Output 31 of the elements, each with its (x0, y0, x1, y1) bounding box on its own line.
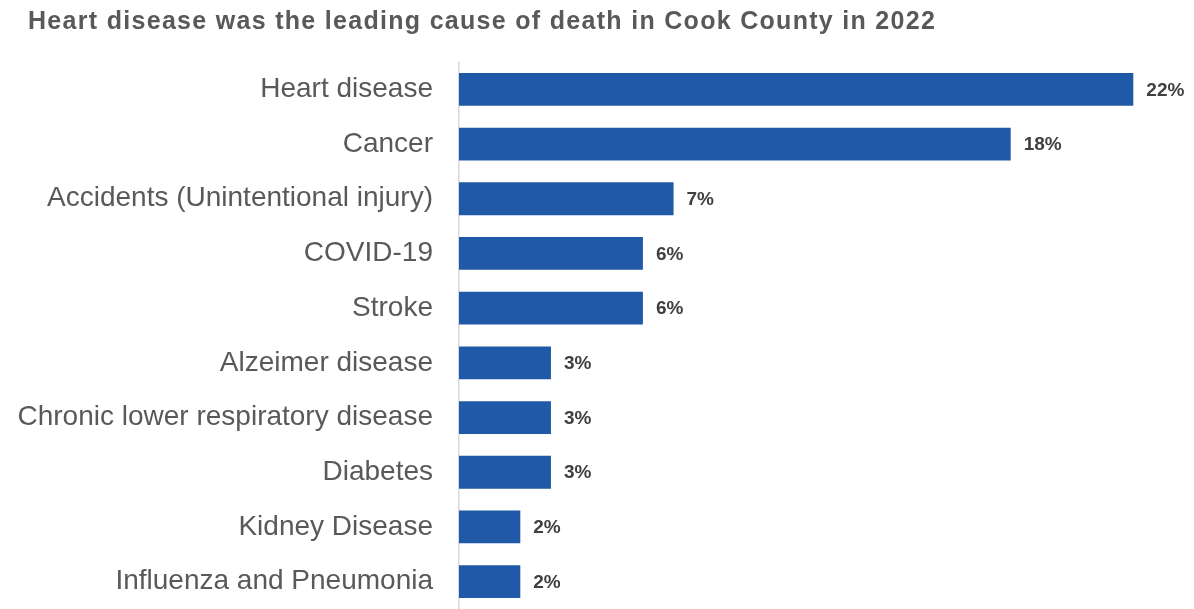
data-label: 18% (1023, 133, 1062, 155)
y-tick-label: Diabetes (322, 454, 433, 486)
data-label: 7% (686, 187, 715, 209)
y-tick-label: Accidents (Unintentional injury) (47, 181, 433, 213)
bar (459, 182, 674, 216)
y-tick-label: COVID-19 (303, 236, 433, 268)
bar (459, 455, 551, 489)
data-label: 3% (563, 461, 592, 483)
bar (459, 237, 643, 270)
bar (459, 401, 551, 434)
bar (459, 510, 521, 544)
bar (459, 291, 643, 325)
y-tick-label: Cancer (342, 126, 433, 158)
y-tick-label: Alzeimer disease (219, 345, 433, 377)
y-tick-label: Influenza and Pneumonia (115, 564, 434, 596)
data-label: 3% (563, 352, 592, 374)
data-label: 6% (655, 297, 684, 319)
bar (459, 346, 551, 380)
y-tick-label: Kidney Disease (238, 509, 433, 541)
data-label: 2% (533, 516, 561, 538)
bar (459, 127, 1011, 161)
chart-title: Heart disease was the leading cause of death in Cook County in 2022 (28, 6, 937, 35)
y-tick-label: Stroke (352, 290, 433, 322)
data-label: 2% (533, 570, 561, 592)
y-tick-label: Chronic lower respiratory disease (17, 400, 433, 432)
data-label: 6% (655, 242, 684, 264)
data-label: 22% (1146, 78, 1185, 100)
bar (459, 565, 521, 599)
y-tick-label: Heart disease (260, 72, 433, 104)
data-label: 3% (563, 406, 592, 428)
bar (459, 72, 1134, 106)
